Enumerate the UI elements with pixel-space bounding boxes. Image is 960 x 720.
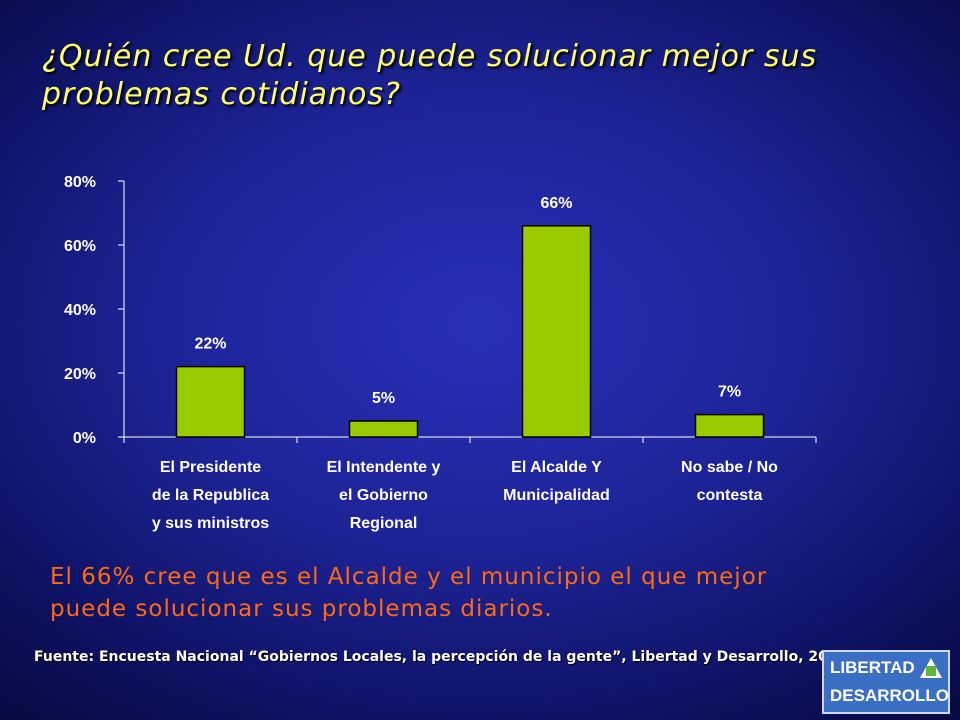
bar-chart: 0% 20% 40% 60% 80% 22% 5% 66% 7% El Presidente d… bbox=[64, 174, 778, 532]
category-label: de la Republica bbox=[152, 487, 269, 504]
chart-bars bbox=[175, 225, 765, 438]
bar bbox=[694, 413, 765, 438]
data-labels: 22% 5% 66% 7% bbox=[194, 195, 741, 407]
category-label: contesta bbox=[697, 487, 763, 504]
category-label: No sabe / No bbox=[681, 459, 778, 476]
category-label: El Intendente y bbox=[327, 459, 441, 476]
category-label: Municipalidad bbox=[503, 487, 610, 504]
libertad-desarrollo-logo: LIBERTAD DESARROLLO bbox=[822, 650, 950, 714]
source-note: Fuente: Encuesta Nacional “Gobiernos Loc… bbox=[34, 649, 853, 665]
logo-text-bottom: DESARROLLO bbox=[830, 686, 949, 705]
category-label: y sus ministros bbox=[152, 515, 269, 532]
category-labels: El Presidente de la Republica y sus minist… bbox=[152, 459, 778, 532]
category-label: El Presidente bbox=[160, 459, 261, 476]
category-label: El Alcalde Y bbox=[511, 459, 602, 476]
y-tick-label: 40% bbox=[64, 302, 96, 319]
bar bbox=[348, 420, 419, 438]
y-axis-ticks: 0% 20% 40% 60% 80% bbox=[64, 174, 124, 447]
page-title: ¿Quién cree Ud. que puede solucionar mej… bbox=[42, 39, 818, 112]
bar-value-label: 7% bbox=[718, 384, 741, 401]
logo-text-top: LIBERTAD bbox=[830, 658, 915, 677]
category-label: el Gobierno bbox=[339, 487, 428, 504]
bar bbox=[521, 225, 592, 438]
bar-value-label: 66% bbox=[540, 195, 572, 212]
conclusion-text: El 66% cree que es el Alcalde y el munic… bbox=[50, 564, 768, 622]
y-tick-label: 80% bbox=[64, 174, 96, 191]
bar-value-label: 5% bbox=[372, 390, 395, 407]
y-tick-label: 20% bbox=[64, 366, 96, 383]
y-tick-label: 0% bbox=[73, 430, 96, 447]
logo-square-icon bbox=[926, 666, 936, 676]
bar bbox=[175, 365, 246, 438]
y-tick-label: 60% bbox=[64, 238, 96, 255]
bar-value-label: 22% bbox=[194, 336, 226, 353]
category-label: Regional bbox=[350, 515, 418, 532]
